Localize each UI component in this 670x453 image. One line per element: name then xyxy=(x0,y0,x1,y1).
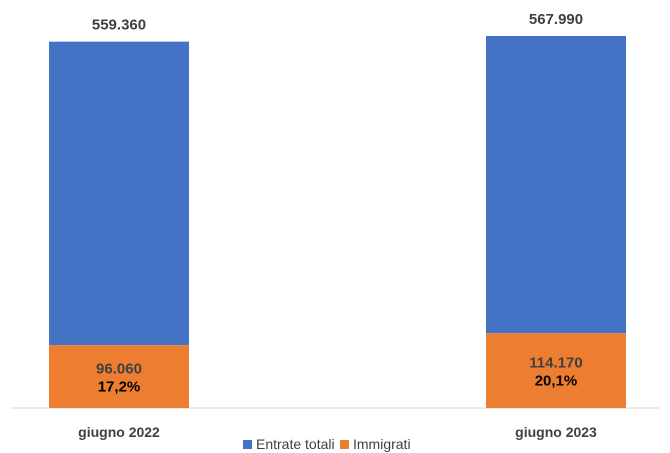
immigrati-value-label-0: 96.060 xyxy=(96,361,142,378)
legend-label-0: Entrate totali xyxy=(256,436,335,452)
x-tick-label-1: giugno 2023 xyxy=(515,424,597,440)
bar-immigrati-0 xyxy=(49,345,189,408)
immigrati-value-label-1: 114.170 xyxy=(529,355,582,372)
legend: Entrate totali Immigrati xyxy=(243,436,411,452)
legend-swatch-0 xyxy=(243,440,252,449)
legend-swatch-1 xyxy=(340,440,349,449)
total-data-label-1: 567.990 xyxy=(529,11,583,28)
bars-layer xyxy=(49,36,626,408)
bar-entrate-totali-0 xyxy=(49,41,189,346)
bar-immigrati-1 xyxy=(486,333,626,408)
bar-entrate-totali-1 xyxy=(486,36,626,334)
immigrati-share-label-0: 17,2% xyxy=(98,379,141,396)
immigrati-share-label-1: 20,1% xyxy=(535,373,578,390)
x-tick-label-0: giugno 2022 xyxy=(78,424,160,440)
legend-label-1: Immigrati xyxy=(353,436,411,452)
total-data-label-0: 559.360 xyxy=(92,17,146,34)
